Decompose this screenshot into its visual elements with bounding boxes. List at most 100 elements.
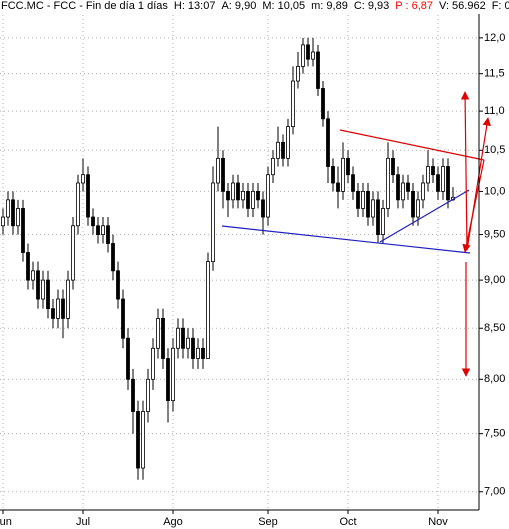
- candle-body: [421, 182, 425, 201]
- candle-body: [1, 216, 5, 227]
- candle-body: [6, 199, 10, 218]
- candle-body: [306, 44, 310, 60]
- resistance-line: [339, 129, 485, 161]
- candle-body: [171, 347, 175, 402]
- candle-body: [56, 298, 60, 319]
- candle-body: [276, 141, 280, 159]
- candle-body: [366, 190, 370, 218]
- candles: [1, 37, 455, 480]
- title-field: P : 6,87: [395, 0, 433, 12]
- candle-body: [31, 270, 35, 281]
- trend-line: [379, 189, 470, 243]
- candle-body: [151, 347, 155, 380]
- y-tick-label: 10,5: [484, 144, 505, 156]
- candle-body: [286, 126, 290, 159]
- candle-body: [66, 279, 70, 319]
- candle-body: [351, 174, 355, 192]
- title-field: C: 9,93: [354, 0, 389, 12]
- y-tick-label: 11,5: [484, 68, 505, 80]
- title-field: F: 0: [492, 0, 509, 12]
- candle-body: [126, 337, 130, 380]
- y-tick-label: 9,00: [484, 274, 505, 286]
- candle-body: [341, 157, 345, 192]
- candle-body: [251, 190, 255, 209]
- annotations: [221, 91, 491, 377]
- candle-body: [131, 378, 135, 412]
- candle-body: [376, 199, 380, 235]
- y-tick-label: 8,50: [484, 322, 505, 334]
- candle-body: [361, 190, 365, 209]
- title-field: H: 13:07: [174, 0, 216, 12]
- candle-body: [406, 182, 410, 192]
- candle-body: [256, 190, 260, 201]
- candle-body: [356, 190, 360, 209]
- candle-body: [46, 279, 50, 310]
- y-tick-label: 9,50: [484, 228, 505, 240]
- candle-body: [81, 174, 85, 184]
- candle-body: [291, 80, 295, 127]
- candle-body: [281, 141, 285, 159]
- title-field: V: 56.962: [439, 0, 486, 12]
- candle-body: [426, 166, 430, 184]
- candle-body: [106, 225, 110, 244]
- candle-body: [181, 327, 185, 349]
- candle-body: [401, 182, 405, 201]
- candle-body: [76, 182, 80, 227]
- candle-body: [441, 166, 445, 192]
- candle-body: [226, 190, 230, 201]
- y-tick-label: 12,0: [484, 32, 505, 44]
- candle-body: [431, 166, 435, 176]
- y-tick-label: 10,0: [484, 185, 505, 197]
- candle-body: [136, 411, 140, 469]
- candle-body: [196, 347, 200, 359]
- candle-body: [336, 182, 340, 192]
- candle-body: [316, 51, 320, 89]
- candle-body: [311, 51, 315, 60]
- candle-body: [236, 182, 240, 201]
- candle-body: [16, 208, 20, 227]
- candle-body: [246, 190, 250, 209]
- candle-body: [26, 252, 30, 281]
- arrow: [466, 117, 491, 251]
- title-field: A: 9,90: [221, 0, 256, 12]
- candle-body: [51, 308, 55, 319]
- candle-body: [41, 279, 45, 300]
- x-tick-label: Sep: [258, 516, 278, 528]
- candle-body: [391, 157, 395, 176]
- candle-body: [321, 88, 325, 120]
- candle-body: [296, 65, 300, 82]
- candle-body: [331, 166, 335, 184]
- candle-body: [71, 225, 75, 281]
- candle-body: [61, 298, 65, 319]
- candle-body: [261, 199, 265, 218]
- candle-body: [176, 327, 180, 349]
- x-tick-label: Jul: [76, 516, 90, 528]
- title-field: M: 10,05: [262, 0, 305, 12]
- support-line: [221, 225, 471, 254]
- candle-body: [241, 190, 245, 201]
- x-tick-label: Nov: [428, 516, 448, 528]
- candle-body: [371, 199, 375, 218]
- candle-body: [216, 157, 220, 184]
- candle-body: [91, 216, 95, 227]
- title-field: m: 9,89: [311, 0, 348, 12]
- candle-body: [146, 378, 150, 412]
- y-tick-label: 7,50: [484, 428, 505, 440]
- y-tick-label: 7,00: [484, 486, 505, 498]
- x-tick-label: Jun: [0, 516, 12, 528]
- candle-body: [96, 225, 100, 235]
- candle-body: [21, 208, 25, 253]
- candle-body: [186, 337, 190, 349]
- arrow: [460, 91, 470, 251]
- candle-body: [156, 318, 160, 349]
- candle-body: [446, 166, 450, 201]
- candle-body: [346, 157, 350, 176]
- candle-body: [231, 182, 235, 201]
- title-text: FCC.MC - FCC - Fin de día 1 días: [1, 0, 168, 12]
- x-tick-label: Ago: [163, 516, 183, 528]
- candle-body: [191, 337, 195, 359]
- candle-body: [101, 225, 105, 235]
- candle-body: [326, 118, 330, 167]
